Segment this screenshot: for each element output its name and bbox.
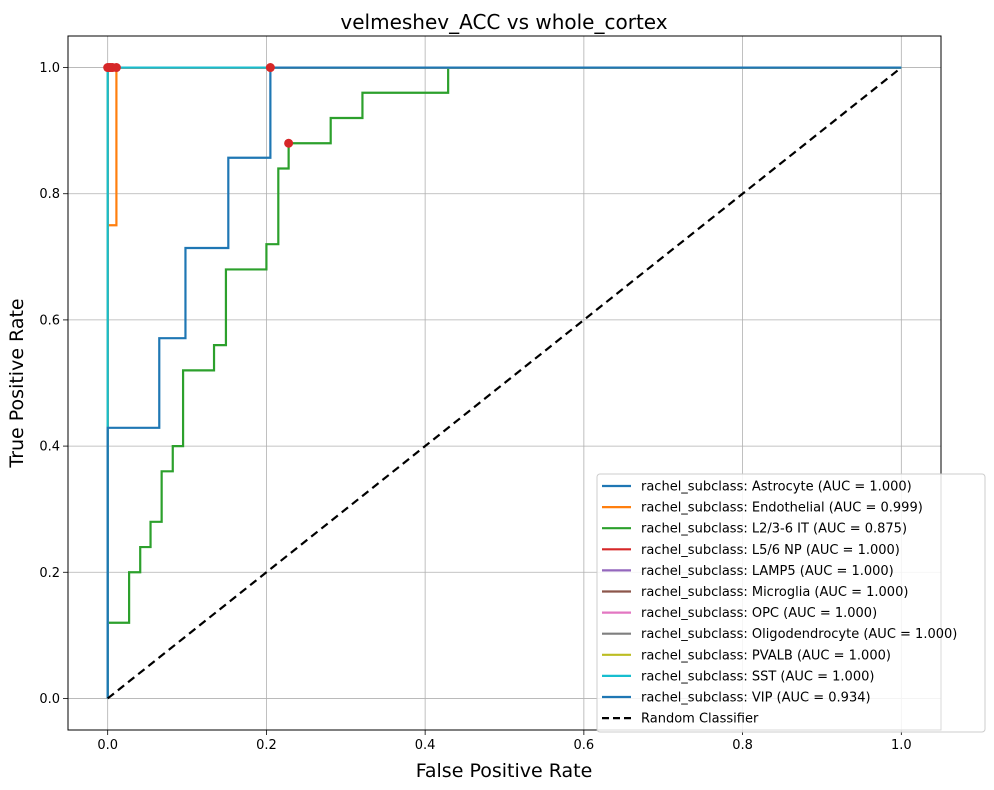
legend-label: rachel_subclass: VIP (AUC = 0.934)	[641, 691, 871, 706]
y-tick-label: 0.4	[39, 440, 60, 455]
operating-point-markers	[103, 63, 294, 148]
x-tick-label: 0.8	[732, 738, 753, 753]
x-axis-label: False Positive Rate	[416, 760, 593, 782]
legend-label: rachel_subclass: Endothelial (AUC = 0.99…	[641, 501, 923, 516]
legend-label: rachel_subclass: PVALB (AUC = 1.000)	[641, 648, 891, 663]
chart-title: velmeshev_ACC vs whole_cortex	[340, 10, 667, 34]
legend-label: rachel_subclass: Microglia (AUC = 1.000)	[641, 585, 908, 600]
x-tick-label: 1.0	[891, 738, 912, 753]
operating-point-marker	[265, 63, 275, 73]
x-tick-label: 0.4	[415, 738, 436, 753]
legend-label: rachel_subclass: L2/3-6 IT (AUC = 0.875)	[641, 522, 907, 537]
legend-label: rachel_subclass: L5/6 NP (AUC = 1.000)	[641, 543, 900, 558]
operating-point-marker	[284, 138, 294, 148]
legend-label: rachel_subclass: Astrocyte (AUC = 1.000)	[641, 480, 912, 495]
y-tick-label: 0.0	[39, 692, 60, 707]
y-tick-label: 0.2	[39, 566, 60, 581]
series-line	[106, 66, 902, 699]
x-tick-label: 0.6	[574, 738, 595, 753]
legend-label: rachel_subclass: SST (AUC = 1.000)	[641, 669, 874, 684]
legend: rachel_subclass: Astrocyte (AUC = 1.000)…	[596, 473, 986, 733]
legend-label: rachel_subclass: LAMP5 (AUC = 1.000)	[641, 564, 894, 579]
series-line	[106, 66, 902, 699]
x-tick-label: 0.2	[256, 738, 277, 753]
operating-point-marker	[111, 63, 121, 73]
x-tick-label: 0.0	[97, 738, 118, 753]
plot-frame	[67, 35, 942, 731]
y-tick-label: 0.8	[39, 187, 60, 202]
legend-label: Random Classifier	[641, 712, 759, 727]
y-axis-label: True Positive Rate	[6, 298, 28, 468]
legend-box	[596, 473, 986, 733]
y-tick-label: 1.0	[39, 61, 60, 76]
y-tick-label: 0.6	[39, 313, 60, 328]
legend-label: rachel_subclass: OPC (AUC = 1.000)	[641, 606, 877, 621]
legend-label: rachel_subclass: Oligodendrocyte (AUC = …	[641, 627, 957, 642]
